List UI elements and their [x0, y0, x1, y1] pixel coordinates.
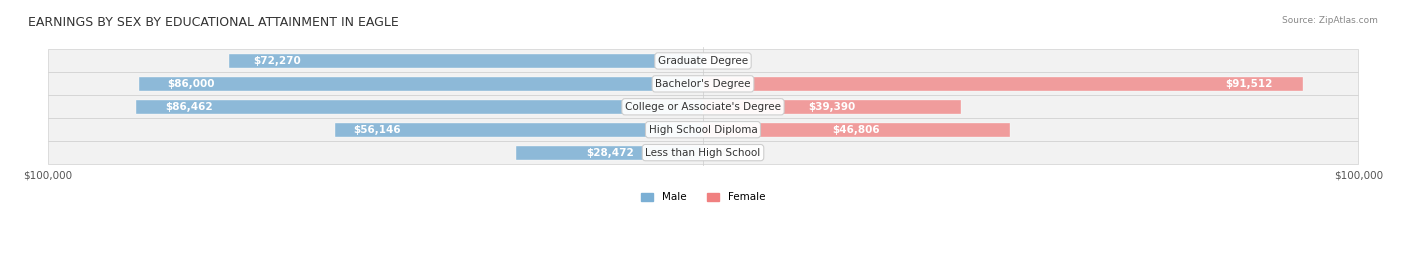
Bar: [139, 77, 703, 91]
Text: High School Diploma: High School Diploma: [648, 125, 758, 135]
Bar: [48, 72, 1358, 95]
Text: Graduate Degree: Graduate Degree: [658, 56, 748, 66]
Text: $86,462: $86,462: [165, 102, 212, 112]
Text: $72,270: $72,270: [253, 56, 301, 66]
Text: $56,146: $56,146: [353, 125, 401, 135]
Text: $91,512: $91,512: [1225, 79, 1272, 89]
Text: Source: ZipAtlas.com: Source: ZipAtlas.com: [1282, 16, 1378, 25]
Bar: [48, 95, 1358, 118]
Text: EARNINGS BY SEX BY EDUCATIONAL ATTAINMENT IN EAGLE: EARNINGS BY SEX BY EDUCATIONAL ATTAINMEN…: [28, 16, 399, 29]
Legend: Male, Female: Male, Female: [637, 188, 769, 206]
Bar: [136, 100, 703, 114]
Bar: [703, 77, 1302, 91]
Text: $0: $0: [716, 148, 730, 158]
Text: Less than High School: Less than High School: [645, 148, 761, 158]
Bar: [335, 122, 703, 137]
Text: College or Associate's Degree: College or Associate's Degree: [626, 102, 780, 112]
Text: $86,000: $86,000: [167, 79, 215, 89]
Bar: [229, 54, 703, 68]
Bar: [703, 100, 962, 114]
Bar: [48, 50, 1358, 72]
Bar: [703, 122, 1010, 137]
Text: $46,806: $46,806: [832, 125, 880, 135]
Bar: [48, 118, 1358, 141]
Text: $0: $0: [716, 56, 730, 66]
Text: $28,472: $28,472: [586, 148, 634, 158]
Text: Bachelor's Degree: Bachelor's Degree: [655, 79, 751, 89]
Bar: [48, 141, 1358, 164]
Bar: [516, 146, 703, 160]
Text: $39,390: $39,390: [808, 102, 856, 112]
